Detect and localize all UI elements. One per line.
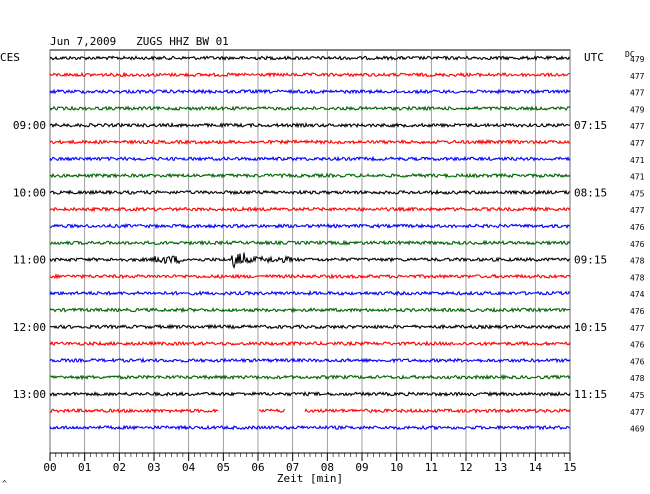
x-axis-label: Zeit [min] [277, 472, 343, 485]
trace-row-20 [49, 373, 571, 381]
left-hour-label: 13:00 [13, 388, 46, 401]
x-tick-label-14: 14 [529, 461, 543, 474]
dc-value: 476 [630, 357, 645, 366]
trace-row-16 [49, 306, 571, 314]
dc-value: 476 [630, 341, 645, 350]
dc-value: 479 [630, 55, 645, 64]
trace-row-2 [49, 71, 570, 78]
left-timezone-label: CES [0, 51, 20, 64]
trace-row-21 [49, 390, 571, 397]
trace-row-5 [49, 121, 571, 129]
x-tick-label-11: 11 [425, 461, 438, 474]
trace-row-7 [49, 155, 571, 162]
x-ticks [49, 453, 571, 461]
dc-value: 477 [630, 72, 645, 81]
dc-value: 471 [630, 173, 645, 182]
dc-value: 469 [630, 425, 645, 434]
chart-title: Jun 7,2009 ZUGS HHZ BW 01 [50, 35, 229, 48]
left-hour-label: 12:00 [13, 321, 46, 334]
trace-row-17 [49, 323, 571, 330]
grid [49, 49, 571, 454]
right-hour-label: 11:15 [574, 388, 607, 401]
trace-row-12 [49, 239, 571, 246]
trace-row-23 [49, 424, 571, 431]
trace-row-1 [49, 55, 571, 61]
traces [49, 55, 571, 431]
x-tick-label-10: 10 [390, 461, 403, 474]
vertical-gridlines [49, 50, 571, 453]
x-tick-label-08: 08 [321, 461, 334, 474]
dc-value: 477 [630, 122, 645, 131]
x-tick-label-03: 03 [147, 461, 160, 474]
x-tick-label-12: 12 [459, 461, 472, 474]
trace-row-10 [49, 205, 571, 213]
x-tick-label-15: 15 [563, 461, 576, 474]
trace-row-19 [49, 357, 571, 364]
dc-value: 471 [630, 156, 645, 165]
dc-column-header: DC [625, 50, 635, 59]
dc-value: 477 [630, 408, 645, 417]
dc-value: 477 [630, 206, 645, 215]
right-hour-label: 07:15 [574, 119, 607, 132]
trace-row-18 [49, 340, 571, 347]
dc-value: 478 [630, 374, 645, 383]
corner-mark: ^ [2, 479, 7, 488]
dc-value: 476 [630, 223, 645, 232]
trace-row-15 [49, 289, 571, 297]
x-tick-labels: 00 01 02 03 04 05 06 07 08 09 10 11 12 13 14 15 [43, 461, 576, 474]
trace-row-4 [49, 105, 571, 112]
right-hour-label: 09:15 [574, 254, 607, 267]
dc-value: 477 [630, 324, 645, 333]
right-hour-label: 08:15 [574, 186, 607, 199]
x-tick-label-01: 01 [78, 461, 91, 474]
x-axis: 00 01 02 03 04 05 06 07 08 09 10 11 12 13 14 15 [43, 452, 577, 474]
dc-value-labels: 479 477 477 479 477 477 471 471 475 477 476 476 478 4… [630, 55, 645, 434]
right-hour-label: 10:15 [574, 321, 607, 334]
trace-row-22 [49, 407, 571, 414]
dc-value: 478 [630, 257, 645, 266]
x-tick-label-00: 00 [43, 461, 56, 474]
left-hour-label: 10:00 [13, 186, 46, 199]
right-hour-labels: 07:15 08:15 09:15 10:15 11:15 [574, 119, 607, 401]
left-hour-label: 11:00 [13, 254, 46, 267]
dc-value: 475 [630, 189, 645, 198]
dc-value: 479 [630, 105, 645, 114]
x-tick-label-02: 02 [113, 461, 126, 474]
right-timezone-label: UTC [584, 51, 604, 64]
x-tick-label-07: 07 [286, 461, 299, 474]
trace-row-13 [49, 252, 570, 270]
x-tick-label-13: 13 [494, 461, 507, 474]
x-tick-label-05: 05 [217, 461, 230, 474]
trace-row-3 [49, 88, 571, 95]
trace-row-11 [50, 223, 571, 230]
x-tick-label-06: 06 [251, 461, 264, 474]
dc-value: 477 [630, 89, 645, 98]
left-hour-labels: 09:00 10:00 11:00 12:00 13:00 [13, 119, 46, 401]
x-tick-label-04: 04 [182, 461, 196, 474]
dc-value: 476 [630, 307, 645, 316]
trace-row-8 [49, 172, 571, 179]
dc-value: 475 [630, 391, 645, 400]
trace-row-6 [49, 138, 571, 146]
x-tick-label-09: 09 [355, 461, 368, 474]
dc-value: 476 [630, 240, 645, 249]
dc-value: 478 [630, 273, 645, 282]
trace-row-14 [49, 273, 571, 280]
left-hour-label: 09:00 [13, 119, 46, 132]
dc-value: 477 [630, 139, 645, 148]
trace-row-9 [49, 189, 571, 196]
dc-value: 474 [630, 290, 645, 299]
